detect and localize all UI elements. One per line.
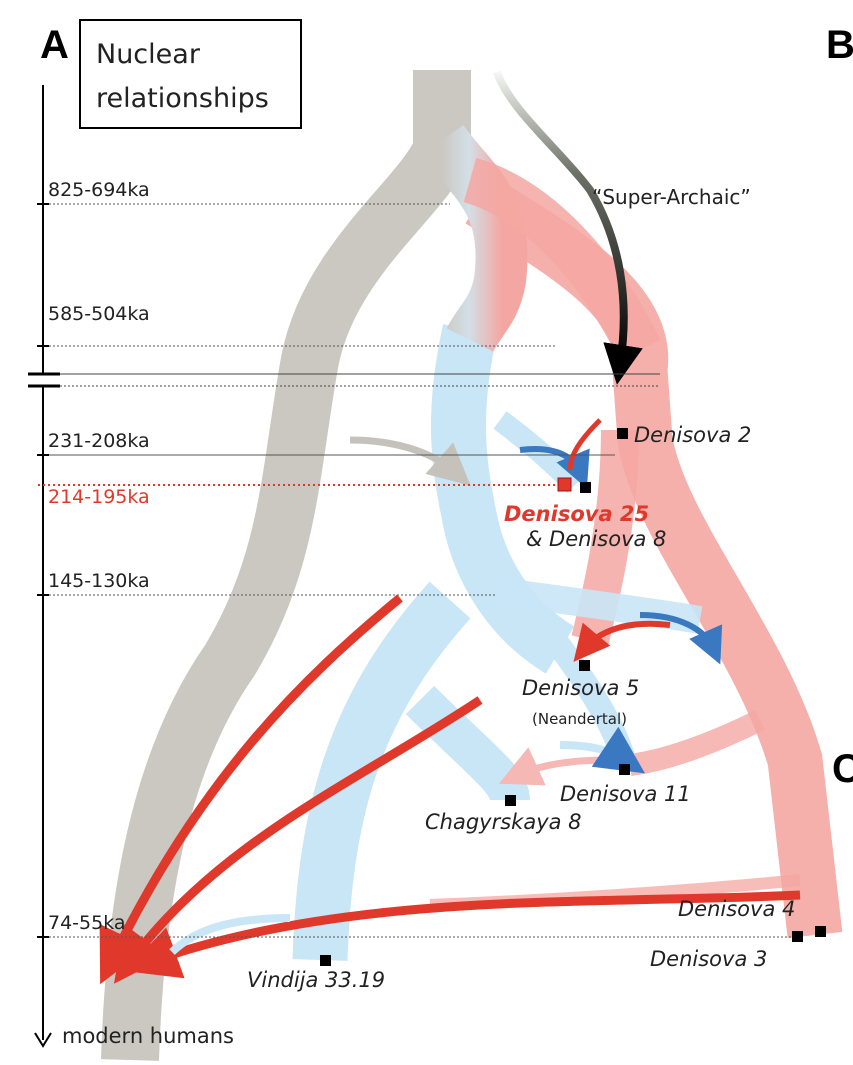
flow-grey-arrow	[349, 436, 471, 486]
modern-human-lineage	[101, 70, 471, 1061]
tick-label-825: 825-694ka	[48, 179, 150, 201]
specimen-marker-d5	[579, 660, 590, 671]
gene-flow-arrows	[99, 418, 801, 985]
title-line-1: Nuclear	[96, 39, 201, 70]
specimen-marker-d25	[557, 477, 572, 492]
lineage-bands	[101, 70, 843, 1061]
specimens: Denisova 2 Denisova 25 & Denisova 8 Deni…	[247, 423, 826, 992]
super-archaic-lineage	[493, 70, 643, 385]
denisovan-to-d11	[628, 710, 765, 776]
specimen-label-d2: Denisova 2	[634, 423, 751, 447]
specimen-label-d25: Denisova 25	[504, 502, 649, 526]
neandertal-vindija-branch	[292, 581, 471, 961]
specimen-marker-d3	[792, 931, 803, 942]
neandertal-cross-branch	[488, 576, 703, 634]
flow-red-arrow-d5	[573, 620, 671, 662]
specimen-marker-d2	[617, 428, 628, 439]
title-box: Nuclear relationships	[79, 19, 302, 129]
tick-label-214: 214-195ka	[48, 486, 150, 508]
panel-label-a: A	[40, 23, 69, 67]
flow-red-arrow-2	[113, 696, 483, 984]
flow-blue-arrow-d11	[559, 726, 645, 774]
specimen-marker-d11	[619, 764, 630, 775]
specimen-marker-vindija	[320, 955, 331, 966]
neandertal-note: (Neandertal)	[532, 710, 627, 728]
super-archaic-label: “Super-Archaic”	[592, 185, 751, 209]
panel-label-c: C	[832, 747, 853, 791]
flow-red-arrow-3	[124, 890, 801, 979]
flow-blue-arrow-modern	[169, 914, 291, 955]
flow-pink-arrow-chagyrskaya	[498, 747, 611, 786]
specimen-label-chagyrskaya: Chagyrskaya 8	[425, 810, 582, 834]
specimen-marker-d4	[815, 926, 826, 937]
archaic-split	[420, 124, 528, 353]
time-axis: 825-694ka 585-504ka 231-208ka 214-195ka …	[28, 85, 800, 1048]
tick-label-74: 74-55ka	[48, 912, 126, 934]
specimen-marker-chagyrskaya	[505, 795, 516, 806]
specimen-label-d4: Denisova 4	[678, 897, 795, 921]
tick-label-231: 231-208ka	[48, 430, 150, 452]
flow-red-arrow-1	[99, 594, 403, 985]
title-line-2: relationships	[96, 83, 269, 114]
specimen-label-d8: & Denisova 8	[526, 527, 666, 551]
specimen-marker-d8	[580, 482, 591, 493]
specimen-label-d5: Denisova 5	[522, 676, 639, 700]
neandertal-lineage	[430, 324, 575, 674]
specimen-label-vindija: Vindija 33.19	[247, 968, 385, 992]
axis-bottom-label: modern humans	[62, 1024, 234, 1048]
neandertal-chagyrskaya-branch	[405, 685, 530, 803]
tick-label-145: 145-130ka	[48, 570, 150, 592]
flow-red-arrow-d2	[567, 418, 602, 471]
specimen-label-d3: Denisova 3	[650, 947, 767, 971]
panel-label-b: B	[826, 23, 853, 67]
specimen-label-d11: Denisova 11	[560, 782, 691, 806]
axis-arrow-icon	[34, 1032, 52, 1048]
flow-blue-arrow-east	[639, 612, 723, 665]
tick-label-585: 585-504ka	[48, 303, 150, 325]
